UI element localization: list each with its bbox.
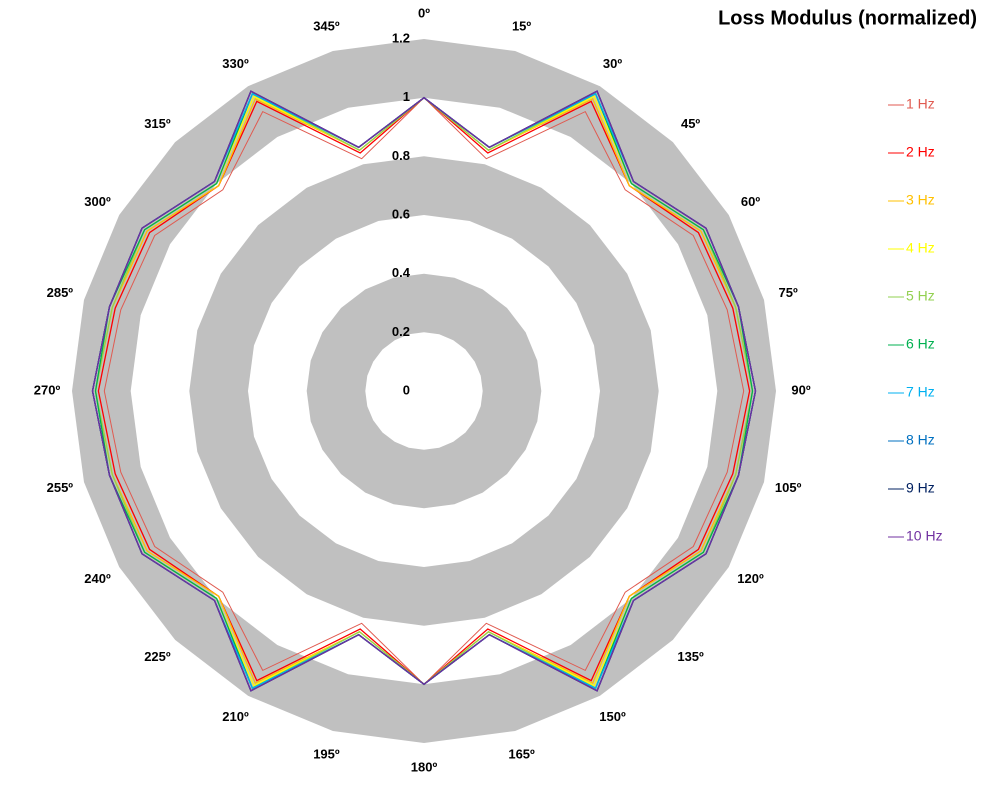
category-label: 330º [222,56,249,71]
category-label: 105º [775,480,802,495]
category-label: 150º [599,709,626,724]
legend-label: 2 Hz [906,144,935,160]
r-tick-label: 0.4 [392,265,411,280]
category-label: 165º [508,747,535,762]
category-label: 315º [144,116,171,131]
legend-label: 3 Hz [906,192,935,208]
category-label: 255º [47,480,74,495]
r-tick-label: 1 [403,89,410,104]
category-label: 15º [512,18,531,33]
r-tick-label: 1.2 [392,30,410,45]
category-label: 45º [681,116,700,131]
r-tick-label: 0.6 [392,206,410,221]
category-label: 30º [603,56,622,71]
category-label: 240º [84,571,111,586]
category-label: 195º [313,747,340,762]
r-tick-label: 0.8 [392,148,410,163]
category-label: 135º [677,649,704,664]
legend-label: 7 Hz [906,384,935,400]
category-label: 60º [741,194,760,209]
category-label: 225º [144,649,171,664]
legend-label: 4 Hz [906,240,935,256]
legend-label: 8 Hz [906,432,935,448]
legend-label: 5 Hz [906,288,935,304]
legend-label: 9 Hz [906,480,935,496]
legend-label: 1 Hz [906,96,935,112]
category-label: 0º [418,5,430,20]
category-label: 210º [222,709,249,724]
category-label: 345º [313,18,340,33]
category-label: 75º [779,285,798,300]
category-label: 300º [84,194,111,209]
category-label: 120º [737,571,764,586]
r-tick-label: 0 [403,382,410,397]
category-label: 270º [34,382,61,397]
category-label: 285º [47,285,74,300]
category-label: 90º [791,382,810,397]
r-tick-label: 0.2 [392,324,410,339]
chart-title: Loss Modulus (normalized) [718,7,977,29]
legend-label: 10 Hz [906,528,943,544]
legend-label: 6 Hz [906,336,935,352]
grid-band [365,332,483,450]
category-label: 180º [411,759,438,774]
series-line [91,90,757,692]
